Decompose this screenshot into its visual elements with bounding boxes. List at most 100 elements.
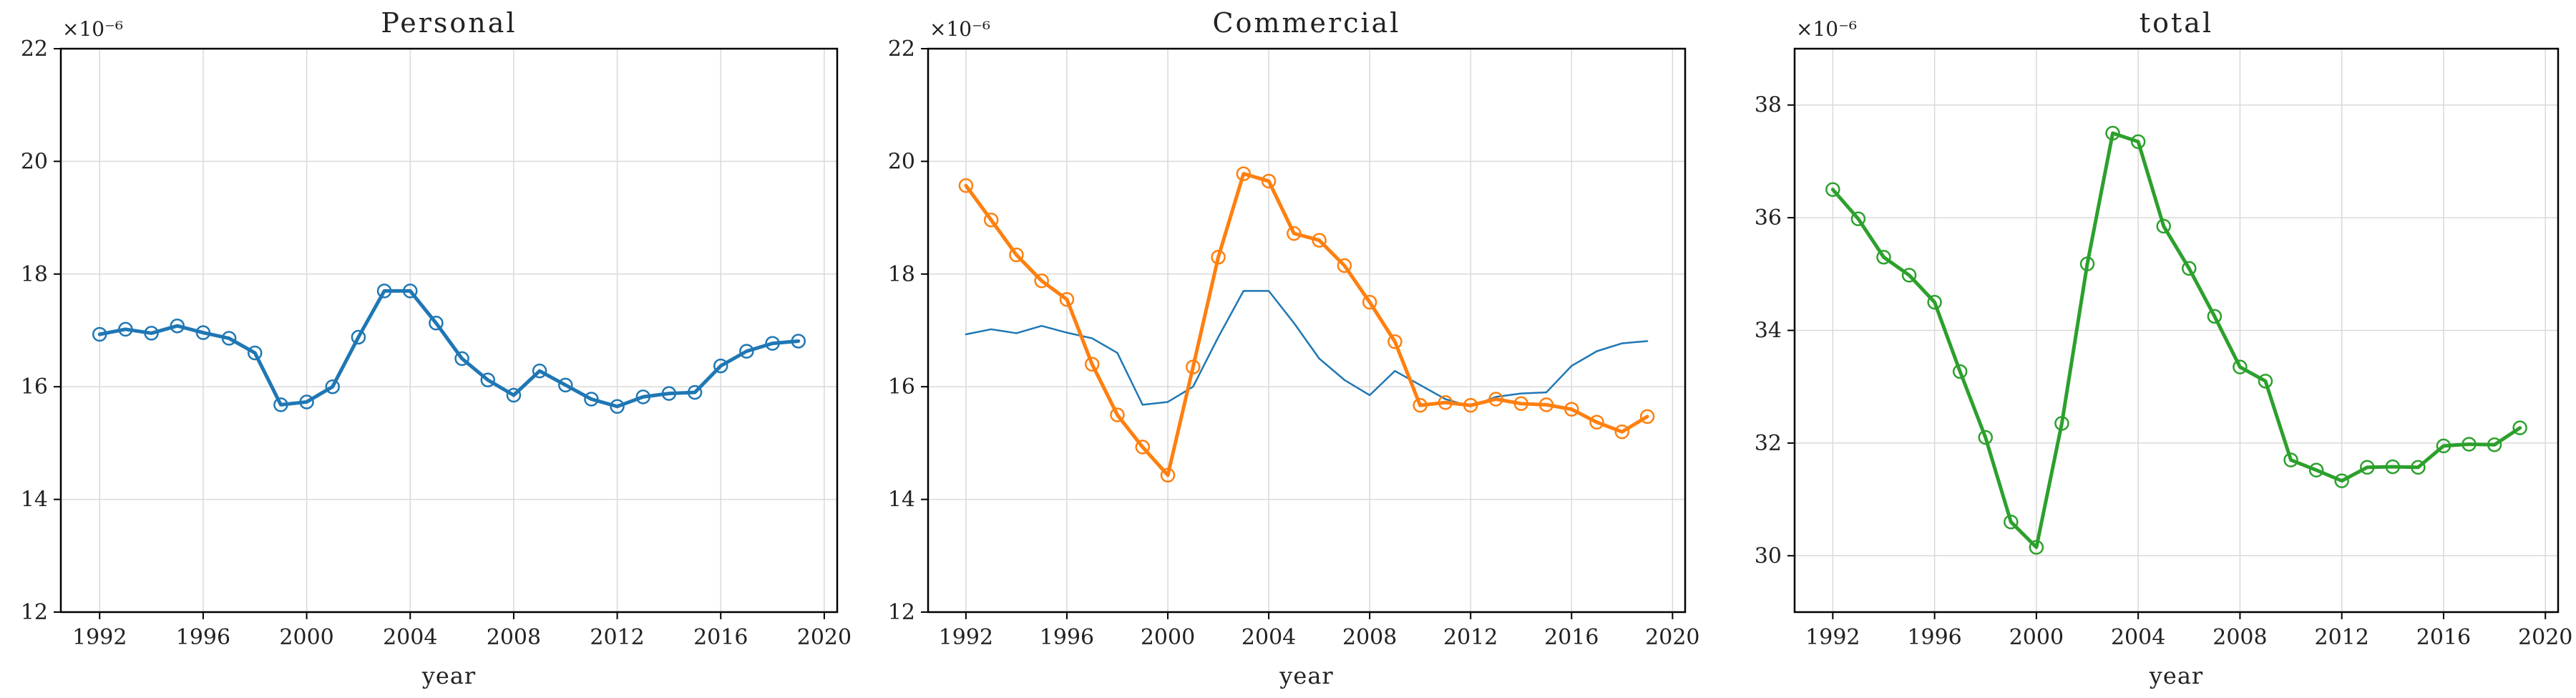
data-point <box>1160 467 1176 483</box>
data-point <box>2308 462 2324 478</box>
data-point <box>2436 438 2451 454</box>
y-tick-label: 12 <box>888 600 915 625</box>
y-axis-offset-label: ×10⁻⁶ <box>1796 17 1857 41</box>
data-point <box>661 386 677 401</box>
y-tick-label: 30 <box>1755 543 1782 568</box>
data-point <box>1901 268 1917 283</box>
x-tick-label: 2000 <box>279 625 333 650</box>
x-tick-label: 2020 <box>1645 625 1699 650</box>
data-point <box>1952 364 1968 379</box>
y-axis-offset-label: ×10⁻⁶ <box>62 17 123 41</box>
data-point <box>376 283 392 299</box>
x-axis-label: year <box>421 662 476 689</box>
x-axis-label: year <box>1279 662 1333 689</box>
data-point <box>1084 357 1100 372</box>
y-tick-label: 18 <box>888 262 915 287</box>
data-point <box>1589 415 1604 430</box>
data-point <box>2156 218 2171 234</box>
data-point <box>713 358 728 374</box>
y-tick-label: 12 <box>21 600 48 625</box>
y-tick-label: 34 <box>1755 319 1782 344</box>
x-tick-label: 2012 <box>2315 625 2369 650</box>
data-point <box>2462 437 2477 452</box>
data-point <box>2004 514 2019 530</box>
data-point <box>1513 396 1529 412</box>
data-point <box>1413 397 1428 413</box>
x-tick-label: 1996 <box>1907 625 1961 650</box>
data-point <box>1287 226 1302 241</box>
data-point <box>1337 258 1352 273</box>
x-tick-label: 2004 <box>383 625 437 650</box>
data-point <box>2283 452 2298 467</box>
x-tick-label: 1992 <box>1805 625 1860 650</box>
y-tick-label: 36 <box>1755 205 1782 231</box>
x-tick-label: 1992 <box>72 625 127 650</box>
data-point <box>1927 294 1942 310</box>
data-point <box>584 392 599 407</box>
series-line-0 <box>97 289 801 409</box>
y-tick-label: 16 <box>888 374 915 399</box>
data-point <box>273 397 288 412</box>
data-point <box>2487 437 2502 452</box>
series-line-1 <box>964 172 1649 478</box>
data-point <box>299 394 314 409</box>
data-point <box>1438 394 1453 410</box>
plot-frame <box>59 47 839 614</box>
chart-title: Commercial <box>1213 7 1401 39</box>
data-point <box>1261 173 1277 189</box>
data-point <box>170 318 185 334</box>
y-tick-label: 32 <box>1755 431 1782 456</box>
x-tick-label: 2016 <box>693 625 748 650</box>
data-point <box>1850 211 1866 226</box>
data-point <box>765 336 780 351</box>
y-tick-label: 20 <box>888 149 915 174</box>
data-point <box>983 212 999 228</box>
y-tick-label: 14 <box>21 488 48 513</box>
chart-title: total <box>2140 7 2213 39</box>
y-tick-label: 18 <box>21 262 48 287</box>
data-point <box>1538 397 1554 412</box>
data-point <box>429 316 444 331</box>
data-point <box>2105 125 2120 141</box>
data-point <box>325 379 340 394</box>
data-point <box>1463 397 1478 413</box>
data-point <box>1876 249 1891 265</box>
x-tick-label: 2000 <box>2009 625 2064 650</box>
data-point <box>1034 273 1049 289</box>
y-axis-offset-label: ×10⁻⁶ <box>930 17 990 41</box>
data-point <box>739 344 754 359</box>
data-point <box>2182 261 2197 276</box>
x-tick-label: 2012 <box>590 625 644 650</box>
y-tick-label: 14 <box>888 488 915 513</box>
x-tick-label: 2008 <box>2212 625 2267 650</box>
data-point <box>2130 134 2146 150</box>
data-point <box>687 384 703 400</box>
data-point <box>2411 460 2426 475</box>
data-point <box>454 351 469 367</box>
x-tick-label: 2004 <box>2111 625 2165 650</box>
x-tick-label: 2008 <box>1342 625 1397 650</box>
data-point <box>2233 359 2248 374</box>
chart-panel-personal: 1992 1996 2000 2004 2008 2012 2016 2020 12 14 16 18… <box>21 7 852 689</box>
data-point <box>2258 374 2273 389</box>
data-point <box>2385 459 2401 475</box>
data-point <box>506 387 522 403</box>
series-line-0 <box>1830 131 2522 549</box>
x-tick-label: 2016 <box>2416 625 2471 650</box>
data-point <box>558 377 573 393</box>
data-point <box>92 326 107 342</box>
data-point <box>1110 407 1125 422</box>
data-point <box>1009 247 1024 263</box>
x-tick-label: 2016 <box>1544 625 1599 650</box>
series-line-0 <box>965 290 1649 407</box>
data-point <box>2054 416 2069 431</box>
data-point <box>1211 249 1226 265</box>
chart-panel-commercial: 1992 1996 2000 2004 2008 2012 2016 2020 12 14 16 18… <box>888 7 1700 689</box>
x-tick-label: 2020 <box>797 625 852 650</box>
data-point <box>532 363 547 379</box>
x-axis-label: year <box>2149 662 2203 689</box>
data-point <box>2334 473 2349 488</box>
data-point <box>610 399 625 414</box>
data-point <box>248 345 263 361</box>
x-tick-label: 1996 <box>176 625 230 650</box>
